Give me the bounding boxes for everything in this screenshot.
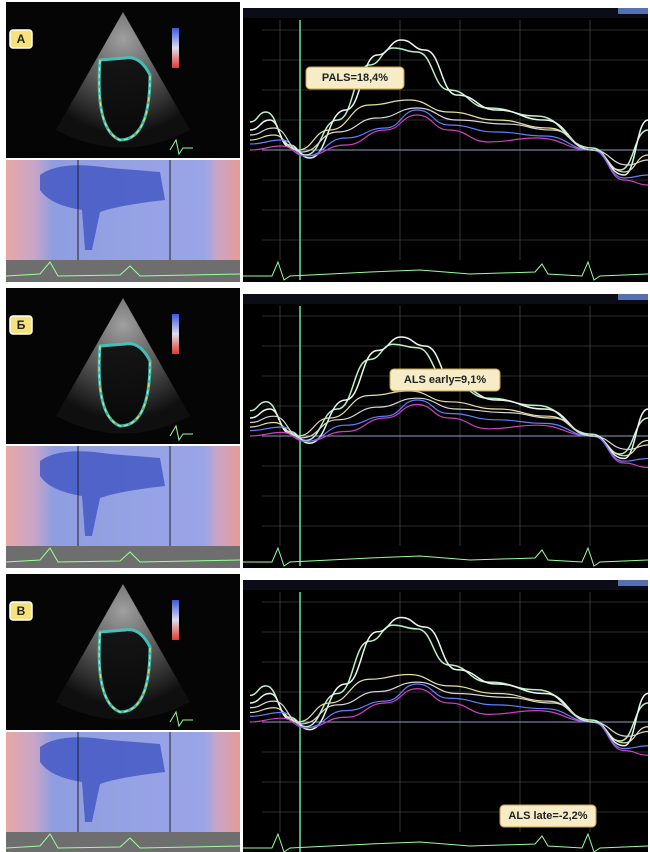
panel: Б ALS early=9,1%	[6, 288, 648, 568]
chart-tab	[618, 294, 648, 300]
color-bar	[172, 28, 179, 68]
page: {"panels": [ {"label": "А", "annotation"…	[0, 0, 650, 852]
chart-header	[243, 8, 648, 18]
annotation: ALS early=9,1%	[404, 374, 486, 386]
mmode-strip	[6, 260, 240, 282]
panel-label: Б	[17, 318, 26, 332]
panel-label: А	[17, 32, 26, 46]
strain-chart	[243, 8, 648, 282]
mmode-strip	[6, 832, 240, 852]
annotation: ALS late=-2,2%	[508, 810, 587, 822]
color-bar	[172, 314, 179, 354]
panel-label: В	[17, 604, 26, 618]
figure: А PALS=18,4% Б ALS early=9,1% В ALS late=-2,2…	[0, 0, 650, 852]
chart-header	[243, 580, 648, 590]
annotation: PALS=18,4%	[322, 72, 388, 84]
panel: А PALS=18,4%	[6, 2, 648, 282]
chart-tab	[618, 580, 648, 586]
chart-header	[243, 294, 648, 304]
chart-tab	[618, 8, 648, 14]
strain-chart	[243, 294, 648, 568]
mmode-strip	[6, 546, 240, 568]
panel: В ALS late=-2,2%	[6, 574, 648, 852]
color-bar	[172, 600, 179, 640]
